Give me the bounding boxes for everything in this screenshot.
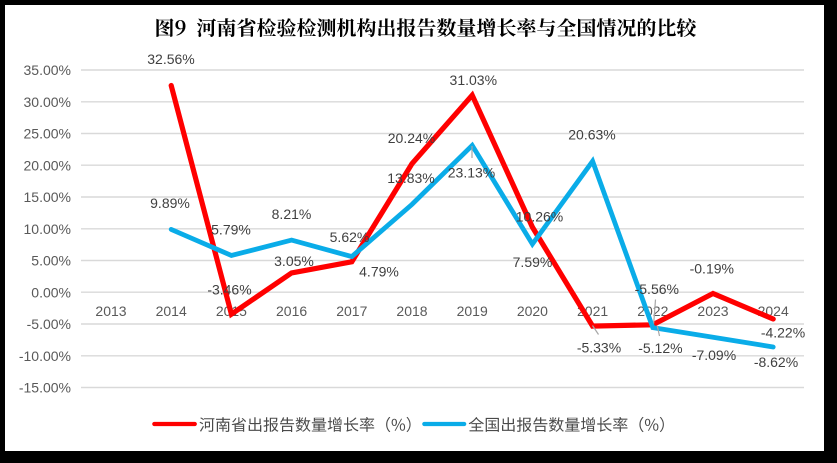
svg-text:10.26%: 10.26% xyxy=(516,209,563,225)
svg-text:23.13%: 23.13% xyxy=(448,165,495,181)
svg-text:35.00%: 35.00% xyxy=(24,62,71,78)
svg-text:5.79%: 5.79% xyxy=(211,222,251,238)
svg-text:25.00%: 25.00% xyxy=(24,126,71,142)
svg-text:2019: 2019 xyxy=(457,303,488,319)
svg-text:5.00%: 5.00% xyxy=(31,253,71,269)
svg-text:20.00%: 20.00% xyxy=(24,157,71,173)
svg-text:-15.00%: -15.00% xyxy=(19,380,71,396)
svg-text:-5.12%: -5.12% xyxy=(638,340,682,356)
svg-text:15.00%: 15.00% xyxy=(24,189,71,205)
svg-text:-0.19%: -0.19% xyxy=(690,261,734,277)
svg-text:-7.09%: -7.09% xyxy=(692,347,736,363)
svg-text:-5.00%: -5.00% xyxy=(27,316,71,332)
svg-text:2013: 2013 xyxy=(95,303,126,319)
svg-text:20.24%: 20.24% xyxy=(388,130,435,146)
svg-text:-5.56%: -5.56% xyxy=(635,281,679,297)
svg-text:-5.33%: -5.33% xyxy=(577,340,621,356)
svg-text:4.79%: 4.79% xyxy=(359,264,399,280)
svg-text:-4.22%: -4.22% xyxy=(761,325,805,341)
svg-text:-3.46%: -3.46% xyxy=(207,282,251,298)
svg-text:5.62%: 5.62% xyxy=(330,229,370,245)
svg-text:2023: 2023 xyxy=(697,303,728,319)
svg-text:20.63%: 20.63% xyxy=(568,127,615,143)
svg-text:0.00%: 0.00% xyxy=(31,284,71,300)
svg-text:2016: 2016 xyxy=(276,303,307,319)
svg-text:-10.00%: -10.00% xyxy=(19,348,71,364)
svg-text:2020: 2020 xyxy=(517,303,548,319)
svg-text:7.59%: 7.59% xyxy=(513,254,553,270)
svg-text:30.00%: 30.00% xyxy=(24,94,71,110)
svg-text:2018: 2018 xyxy=(396,303,427,319)
svg-text:8.21%: 8.21% xyxy=(272,206,312,222)
svg-text:10.00%: 10.00% xyxy=(24,221,71,237)
svg-text:31.03%: 31.03% xyxy=(450,72,497,88)
svg-text:-8.62%: -8.62% xyxy=(754,354,798,370)
svg-text:2014: 2014 xyxy=(156,303,187,319)
svg-text:2017: 2017 xyxy=(336,303,367,319)
svg-text:32.56%: 32.56% xyxy=(147,51,194,67)
svg-text:9.89%: 9.89% xyxy=(150,195,190,211)
svg-text:13.83%: 13.83% xyxy=(387,170,434,186)
svg-text:3.05%: 3.05% xyxy=(274,253,314,269)
